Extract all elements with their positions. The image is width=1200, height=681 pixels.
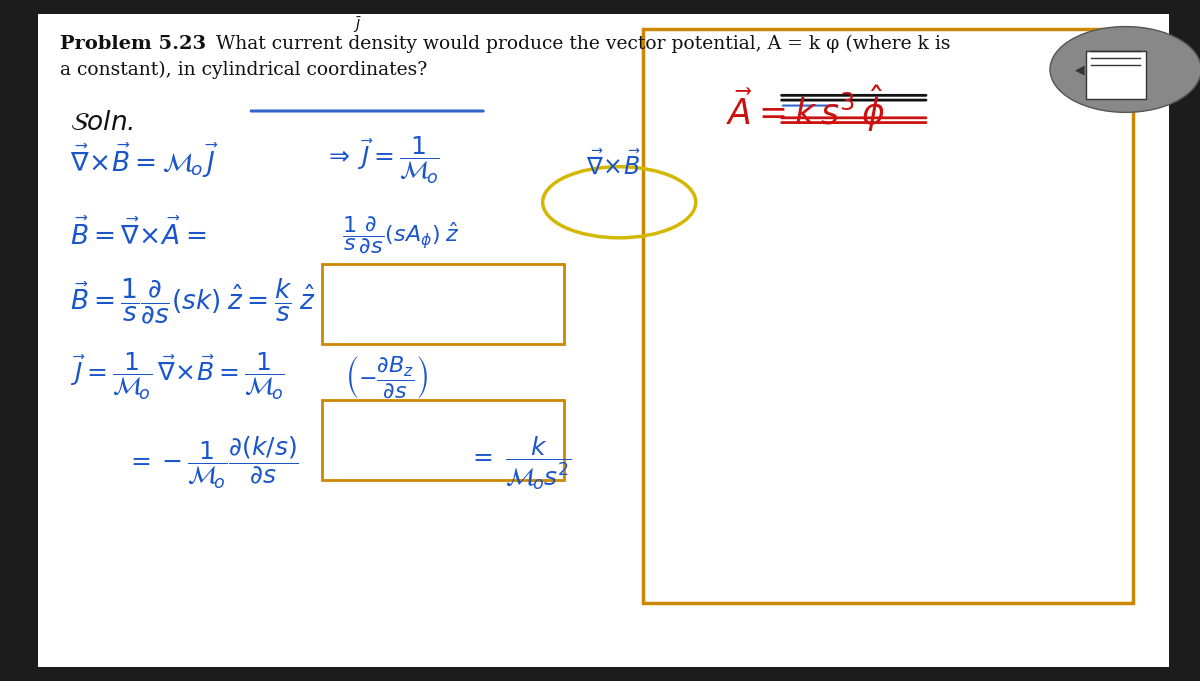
Text: $\vec{\nabla}\!\times\!\vec{B} = \mathcal{M}_{\!o}\,\vec{J}$: $\vec{\nabla}\!\times\!\vec{B} = \mathca… — [70, 142, 218, 180]
Text: ◀: ◀ — [1075, 63, 1085, 76]
Text: $\vec{J} = \dfrac{1}{\mathcal{M}_{\!o}}\,\vec{\nabla}\!\times\!\vec{B} = \dfrac{: $\vec{J} = \dfrac{1}{\mathcal{M}_{\!o}}\… — [70, 351, 284, 402]
Bar — [1086, 51, 1146, 99]
Text: What current density would produce the vector potential, A = k φ (where k is: What current density would produce the v… — [210, 35, 950, 53]
Bar — [643, 29, 1133, 603]
Text: $= -\dfrac{1}{\mathcal{M}_{\!o}}\dfrac{\partial(k/s)}{\partial s}$: $= -\dfrac{1}{\mathcal{M}_{\!o}}\dfrac{\… — [126, 435, 299, 491]
Text: $\vec{B} = \dfrac{1}{s}\dfrac{\partial}{\partial s}(sk)\;\hat{z} = \dfrac{k}{s}\: $\vec{B} = \dfrac{1}{s}\dfrac{\partial}{… — [70, 276, 316, 326]
Circle shape — [1050, 27, 1200, 112]
Bar — [322, 264, 564, 344]
Text: $\Rightarrow\;\vec{J} = \dfrac{1}{\mathcal{M}_{\!o}}$: $\Rightarrow\;\vec{J} = \dfrac{1}{\mathc… — [324, 136, 439, 186]
Text: Problem 5.23: Problem 5.23 — [60, 35, 206, 53]
Text: $\vec{A} = k\,s^3\,\hat{\phi}$: $\vec{A} = k\,s^3\,\hat{\phi}$ — [726, 84, 886, 134]
Text: $\mathcal{S}$oln.: $\mathcal{S}$oln. — [70, 110, 133, 136]
Text: $= \;\dfrac{k}{\mathcal{M}_{\!o}s^2}$: $= \;\dfrac{k}{\mathcal{M}_{\!o}s^2}$ — [468, 434, 571, 492]
Text: $\vec{\nabla}\!\times\!\vec{B}$: $\vec{\nabla}\!\times\!\vec{B}$ — [586, 151, 641, 179]
Text: $\vec{B} = \vec{\nabla}\!\times\!\vec{A} = $: $\vec{B} = \vec{\nabla}\!\times\!\vec{A}… — [70, 219, 206, 251]
Bar — [322, 400, 564, 480]
Text: $\!\left(-\dfrac{\partial B_z}{\partial s}\right)$: $\!\left(-\dfrac{\partial B_z}{\partial … — [348, 353, 428, 400]
Text: a constant), in cylindrical coordinates?: a constant), in cylindrical coordinates? — [60, 61, 427, 79]
Text: $\bar{J}$: $\bar{J}$ — [353, 15, 362, 35]
Text: $\dfrac{1}{s}\dfrac{\partial}{\partial s}(sA_\phi)\;\hat{z}$: $\dfrac{1}{s}\dfrac{\partial}{\partial s… — [342, 214, 460, 256]
